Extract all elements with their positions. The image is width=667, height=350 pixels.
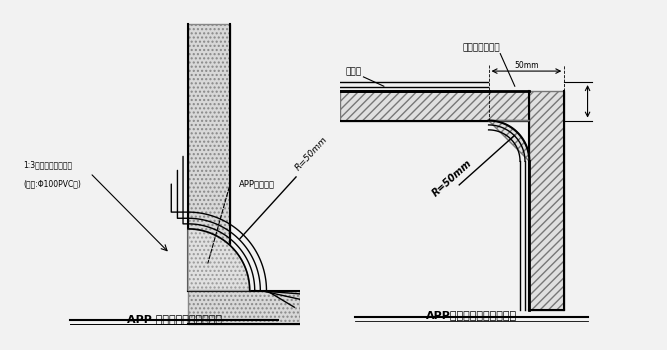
Polygon shape: [188, 290, 300, 324]
Text: APP防水卷材: APP防水卷材: [239, 180, 275, 189]
Polygon shape: [530, 91, 564, 310]
Text: R=50mm: R=50mm: [430, 158, 474, 198]
Text: 防水层: 防水层: [346, 67, 362, 76]
Polygon shape: [489, 120, 530, 161]
Text: (用途:Φ100PVC管): (用途:Φ100PVC管): [23, 180, 81, 189]
Polygon shape: [188, 229, 249, 290]
Text: APP防水卷材基层阳角半径: APP防水卷材基层阳角半径: [426, 310, 517, 320]
Text: 50mm: 50mm: [514, 61, 539, 70]
Text: 此部分用砂浆补: 此部分用砂浆补: [462, 44, 500, 53]
Text: APP 防水卷材基层阴角半径: APP 防水卷材基层阴角半径: [127, 314, 221, 324]
Text: R=50mm: R=50mm: [293, 135, 329, 173]
Text: 1:3水泥砂浆压实抹光: 1:3水泥砂浆压实抹光: [23, 160, 72, 169]
Polygon shape: [188, 25, 230, 290]
Polygon shape: [340, 91, 530, 120]
